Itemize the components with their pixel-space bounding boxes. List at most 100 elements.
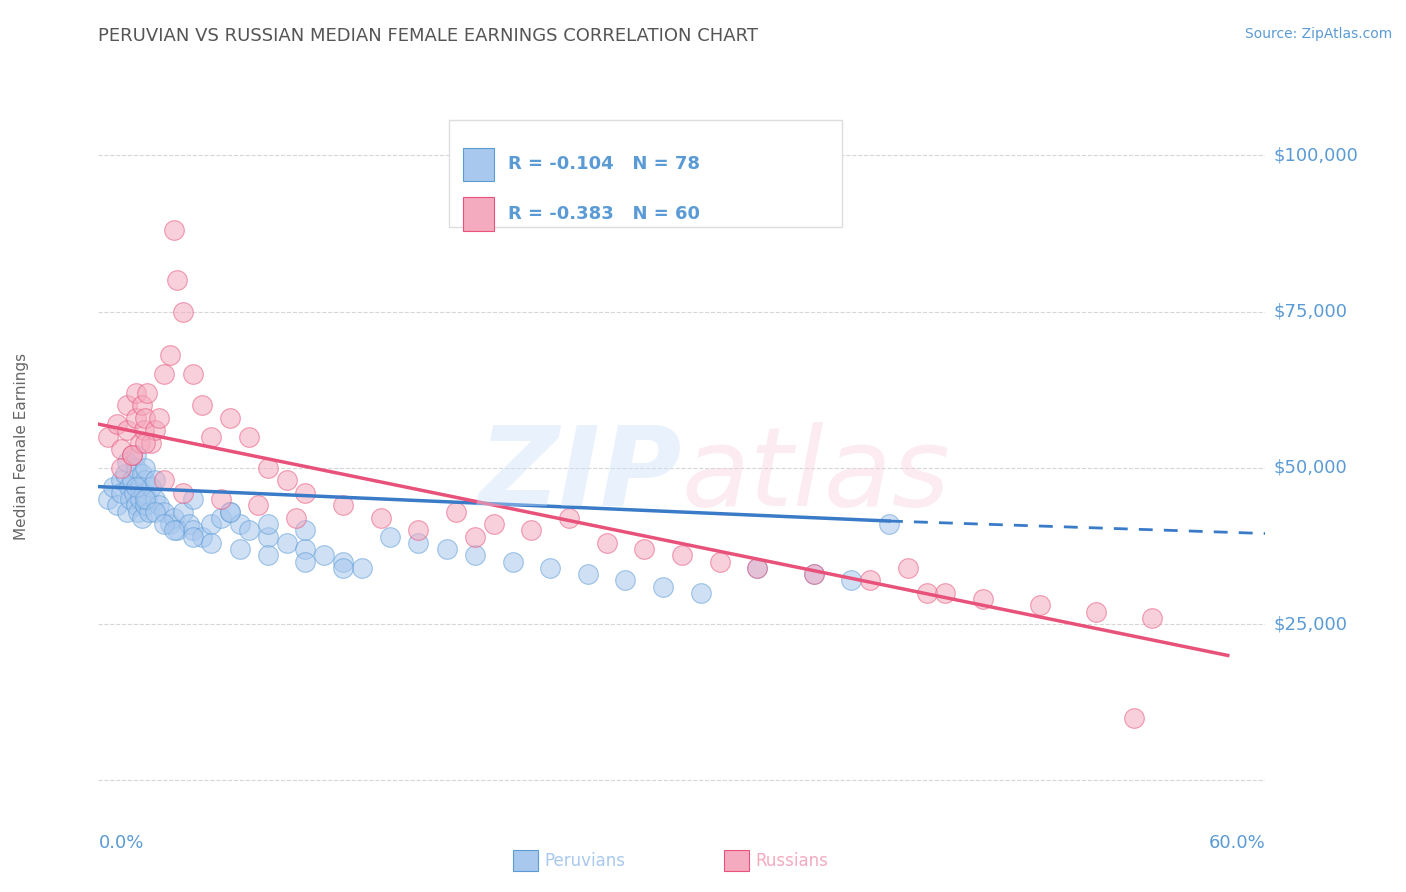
Point bbox=[332, 555, 354, 569]
Text: $25,000: $25,000 bbox=[1274, 615, 1348, 633]
Point bbox=[159, 517, 181, 532]
Point bbox=[285, 511, 308, 525]
Point bbox=[276, 536, 298, 550]
Point bbox=[143, 492, 166, 507]
Point bbox=[163, 524, 186, 538]
Point bbox=[172, 505, 194, 519]
Point bbox=[444, 505, 467, 519]
Point bbox=[256, 530, 278, 544]
Point bbox=[163, 223, 186, 237]
Point bbox=[132, 423, 155, 437]
Point bbox=[127, 505, 149, 519]
Point bbox=[134, 474, 156, 488]
Point bbox=[747, 561, 769, 575]
Point bbox=[132, 486, 155, 500]
Point bbox=[181, 524, 204, 538]
Text: atlas: atlas bbox=[682, 422, 950, 529]
Point bbox=[436, 542, 458, 557]
Point bbox=[256, 517, 278, 532]
Point bbox=[181, 367, 204, 381]
Point bbox=[671, 549, 693, 563]
Point bbox=[115, 505, 138, 519]
Point bbox=[114, 467, 136, 482]
Point bbox=[121, 449, 143, 463]
Point bbox=[332, 561, 354, 575]
Point bbox=[238, 524, 260, 538]
Point bbox=[134, 499, 156, 513]
Point bbox=[538, 561, 561, 575]
Point bbox=[934, 586, 956, 600]
Text: R = -0.383   N = 60: R = -0.383 N = 60 bbox=[508, 205, 700, 223]
Text: R = -0.104   N = 78: R = -0.104 N = 78 bbox=[508, 155, 700, 173]
Point bbox=[576, 567, 599, 582]
Point bbox=[877, 517, 900, 532]
Point bbox=[350, 561, 373, 575]
Point bbox=[200, 429, 222, 443]
Point bbox=[110, 461, 132, 475]
Point bbox=[128, 492, 150, 507]
Point bbox=[143, 505, 166, 519]
Point bbox=[915, 586, 938, 600]
Point bbox=[125, 461, 148, 475]
Point bbox=[125, 480, 148, 494]
Point bbox=[520, 524, 543, 538]
Point bbox=[370, 511, 392, 525]
Point bbox=[131, 467, 153, 482]
Point bbox=[1122, 711, 1144, 725]
Text: Peruvians: Peruvians bbox=[544, 852, 626, 870]
Point bbox=[166, 524, 188, 538]
Point bbox=[143, 423, 166, 437]
Point bbox=[125, 499, 148, 513]
Point bbox=[839, 574, 862, 588]
Point bbox=[128, 435, 150, 450]
Point bbox=[117, 480, 139, 494]
Point bbox=[122, 486, 145, 500]
Point bbox=[502, 555, 524, 569]
Point bbox=[120, 492, 142, 507]
Text: Russians: Russians bbox=[755, 852, 828, 870]
Point bbox=[219, 505, 242, 519]
Point bbox=[614, 574, 637, 588]
Point bbox=[105, 417, 128, 431]
Point bbox=[143, 474, 166, 488]
Point bbox=[191, 398, 214, 412]
Point bbox=[181, 492, 204, 507]
Point bbox=[139, 480, 162, 494]
Point bbox=[115, 398, 138, 412]
Text: ZIP: ZIP bbox=[478, 422, 682, 529]
Point bbox=[138, 505, 160, 519]
Point bbox=[747, 561, 769, 575]
Point bbox=[128, 480, 150, 494]
Point bbox=[125, 385, 148, 400]
Text: $75,000: $75,000 bbox=[1274, 302, 1348, 320]
Point bbox=[200, 517, 222, 532]
Point bbox=[134, 435, 156, 450]
Point bbox=[166, 273, 188, 287]
Point bbox=[172, 486, 194, 500]
Point bbox=[803, 567, 825, 582]
Point bbox=[134, 461, 156, 475]
Text: Median Female Earnings: Median Female Earnings bbox=[14, 352, 28, 540]
Point bbox=[247, 499, 270, 513]
Text: Source: ZipAtlas.com: Source: ZipAtlas.com bbox=[1244, 27, 1392, 41]
Point bbox=[652, 580, 675, 594]
Text: 0.0%: 0.0% bbox=[98, 834, 143, 852]
Point bbox=[125, 410, 148, 425]
Point bbox=[209, 511, 232, 525]
Point bbox=[897, 561, 920, 575]
Point bbox=[209, 492, 232, 507]
Point bbox=[134, 492, 156, 507]
Point bbox=[1028, 599, 1050, 613]
Point bbox=[103, 480, 125, 494]
Point bbox=[558, 511, 581, 525]
Point bbox=[228, 542, 250, 557]
Point bbox=[256, 549, 278, 563]
Point bbox=[219, 410, 242, 425]
Point bbox=[1085, 605, 1108, 619]
Point bbox=[97, 429, 120, 443]
Point bbox=[134, 410, 156, 425]
Point bbox=[200, 536, 222, 550]
Point bbox=[105, 499, 128, 513]
Point bbox=[595, 536, 617, 550]
Text: $50,000: $50,000 bbox=[1274, 458, 1347, 477]
